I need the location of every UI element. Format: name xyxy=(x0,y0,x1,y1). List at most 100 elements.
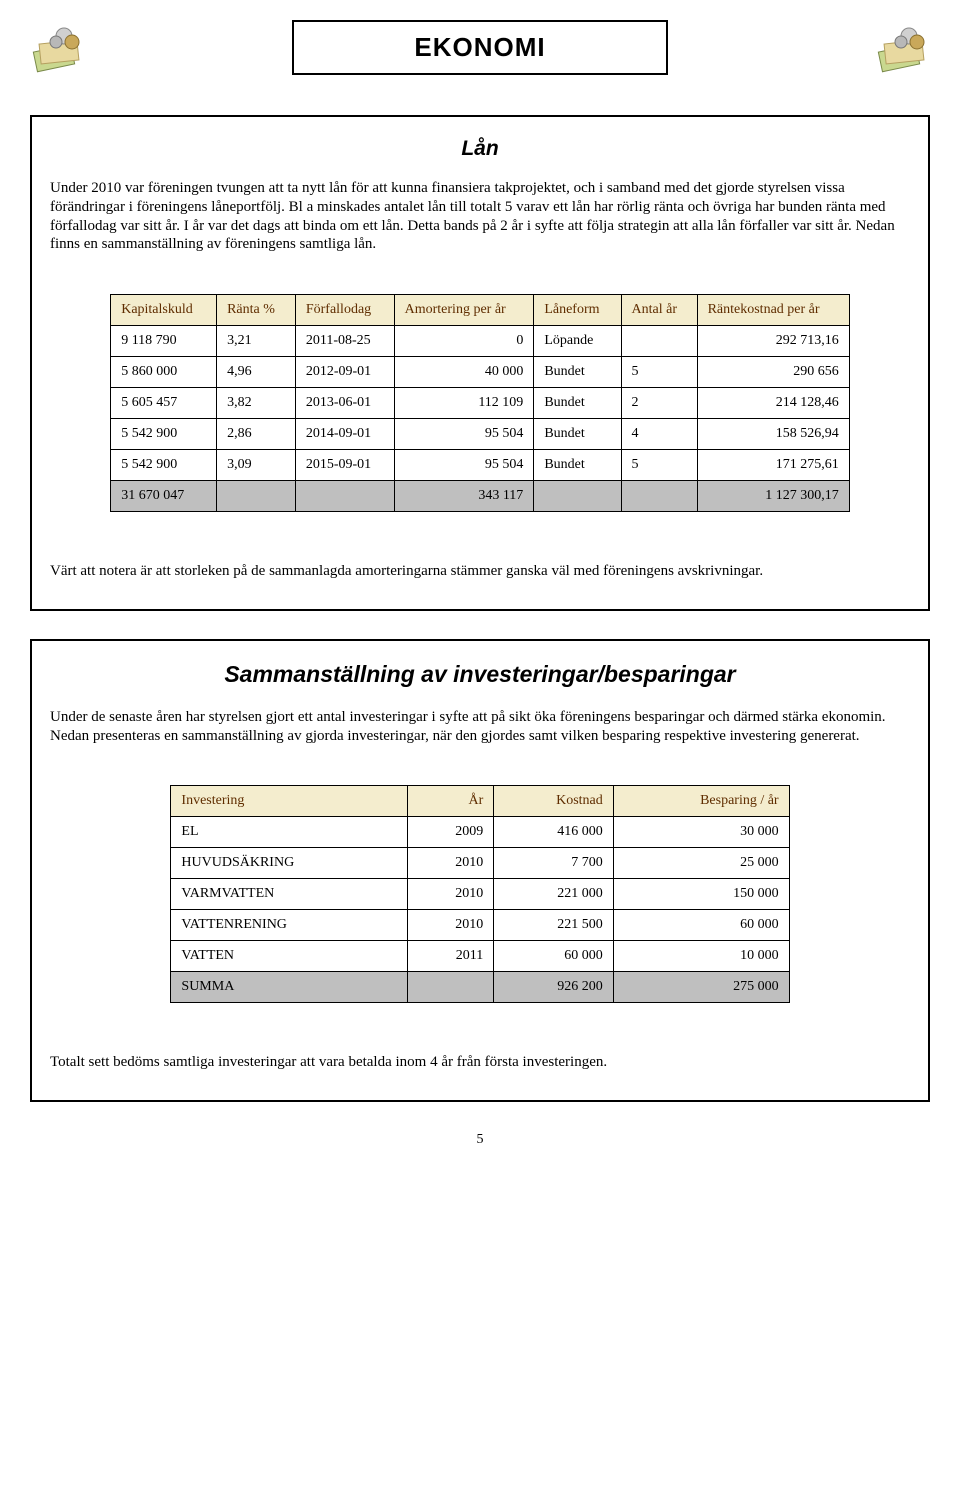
loan-table: Kapitalskuld Ränta % Förfallodag Amorter… xyxy=(110,294,850,512)
page-header: EKONOMI xyxy=(30,20,930,75)
table-cell: VATTENRENING xyxy=(171,910,407,941)
table-row: 5 860 0004,962012-09-0140 000Bundet5290 … xyxy=(111,357,850,388)
table-cell: Bundet xyxy=(534,419,621,450)
inv-col-ar: År xyxy=(407,786,494,817)
investment-table-header-row: Investering År Kostnad Besparing / år xyxy=(171,786,789,817)
table-cell: 292 713,16 xyxy=(697,326,849,357)
table-row: HUVUDSÄKRING20107 70025 000 xyxy=(171,848,789,879)
loan-col-forfallodag: Förfallodag xyxy=(295,295,394,326)
table-cell: 4,96 xyxy=(217,357,296,388)
loan-paragraph: Under 2010 var föreningen tvungen att ta… xyxy=(50,179,910,254)
table-cell: 290 656 xyxy=(697,357,849,388)
table-cell: 2011 xyxy=(407,941,494,972)
table-cell: 1 127 300,17 xyxy=(697,481,849,512)
table-row: 5 605 4573,822013-06-01112 109Bundet2214… xyxy=(111,388,850,419)
table-cell: 2010 xyxy=(407,910,494,941)
table-cell: 5 xyxy=(621,450,697,481)
investment-section: Sammanställning av investeringar/bespari… xyxy=(30,639,930,1102)
title-box: EKONOMI xyxy=(292,20,667,75)
inv-col-kostnad: Kostnad xyxy=(494,786,614,817)
loan-col-kapitalskuld: Kapitalskuld xyxy=(111,295,217,326)
table-row: 5 542 9002,862014-09-0195 504Bundet4158 … xyxy=(111,419,850,450)
table-cell: HUVUDSÄKRING xyxy=(171,848,407,879)
table-cell: 2,86 xyxy=(217,419,296,450)
money-icon xyxy=(30,20,85,75)
table-cell: 3,09 xyxy=(217,450,296,481)
table-cell: 2013-06-01 xyxy=(295,388,394,419)
loan-col-antal-ar: Antal år xyxy=(621,295,697,326)
table-cell: 60 000 xyxy=(494,941,614,972)
table-cell: 3,82 xyxy=(217,388,296,419)
table-cell: SUMMA xyxy=(171,972,407,1003)
table-cell: 221 500 xyxy=(494,910,614,941)
table-cell: 2011-08-25 xyxy=(295,326,394,357)
table-cell: 2012-09-01 xyxy=(295,357,394,388)
table-cell: EL xyxy=(171,817,407,848)
table-cell xyxy=(534,481,621,512)
table-cell: 5 605 457 xyxy=(111,388,217,419)
table-cell xyxy=(217,481,296,512)
table-cell: 150 000 xyxy=(613,879,789,910)
table-cell: 60 000 xyxy=(613,910,789,941)
table-cell: 171 275,61 xyxy=(697,450,849,481)
inv-col-besparing: Besparing / år xyxy=(613,786,789,817)
table-cell: 2014-09-01 xyxy=(295,419,394,450)
table-row: VARMVATTEN2010221 000150 000 xyxy=(171,879,789,910)
table-row: VATTEN201160 00010 000 xyxy=(171,941,789,972)
table-cell: 30 000 xyxy=(613,817,789,848)
table-cell xyxy=(407,972,494,1003)
table-cell: 31 670 047 xyxy=(111,481,217,512)
loan-col-laneform: Låneform xyxy=(534,295,621,326)
table-cell xyxy=(621,481,697,512)
table-cell: 2015-09-01 xyxy=(295,450,394,481)
loan-col-amortering: Amortering per år xyxy=(394,295,534,326)
page-number: 5 xyxy=(30,1132,930,1148)
loan-footnote: Värt att notera är att storleken på de s… xyxy=(50,562,910,581)
page-title: EKONOMI xyxy=(414,32,545,63)
table-cell: 416 000 xyxy=(494,817,614,848)
table-total-row: 31 670 047 343 117 1 127 300,17 xyxy=(111,481,850,512)
table-cell: 3,21 xyxy=(217,326,296,357)
loan-col-ranta: Ränta % xyxy=(217,295,296,326)
table-cell: VARMVATTEN xyxy=(171,879,407,910)
table-cell: 2010 xyxy=(407,879,494,910)
investment-paragraph: Under de senaste åren har styrelsen gjor… xyxy=(50,708,910,746)
table-row: VATTENRENING2010221 50060 000 xyxy=(171,910,789,941)
table-cell: 7 700 xyxy=(494,848,614,879)
table-cell: 9 118 790 xyxy=(111,326,217,357)
investment-table: Investering År Kostnad Besparing / år EL… xyxy=(170,785,789,1003)
table-cell: 5 542 900 xyxy=(111,419,217,450)
table-cell: Löpande xyxy=(534,326,621,357)
table-cell: VATTEN xyxy=(171,941,407,972)
table-cell: 221 000 xyxy=(494,879,614,910)
table-cell: 5 xyxy=(621,357,697,388)
loan-heading: Lån xyxy=(50,137,910,161)
table-cell xyxy=(295,481,394,512)
table-cell: 2009 xyxy=(407,817,494,848)
table-cell: 5 860 000 xyxy=(111,357,217,388)
money-icon xyxy=(875,20,930,75)
table-cell: 343 117 xyxy=(394,481,534,512)
investment-footnote: Totalt sett bedöms samtliga investeringa… xyxy=(50,1053,910,1072)
table-cell: 2 xyxy=(621,388,697,419)
table-total-row: SUMMA 926 200275 000 xyxy=(171,972,789,1003)
table-cell: Bundet xyxy=(534,388,621,419)
loan-table-header-row: Kapitalskuld Ränta % Förfallodag Amorter… xyxy=(111,295,850,326)
table-row: 9 118 7903,212011-08-250Löpande 292 713,1… xyxy=(111,326,850,357)
table-cell: 40 000 xyxy=(394,357,534,388)
inv-col-investering: Investering xyxy=(171,786,407,817)
table-cell: 4 xyxy=(621,419,697,450)
table-cell: 95 504 xyxy=(394,450,534,481)
table-row: 5 542 9003,092015-09-0195 504Bundet5171 … xyxy=(111,450,850,481)
table-cell: 2010 xyxy=(407,848,494,879)
table-cell: 158 526,94 xyxy=(697,419,849,450)
table-cell: 112 109 xyxy=(394,388,534,419)
table-cell: 214 128,46 xyxy=(697,388,849,419)
table-cell: 926 200 xyxy=(494,972,614,1003)
table-cell: 275 000 xyxy=(613,972,789,1003)
loan-col-rantekostnad: Räntekostnad per år xyxy=(697,295,849,326)
table-cell: 10 000 xyxy=(613,941,789,972)
table-cell: Bundet xyxy=(534,450,621,481)
table-cell: 5 542 900 xyxy=(111,450,217,481)
table-cell: 0 xyxy=(394,326,534,357)
